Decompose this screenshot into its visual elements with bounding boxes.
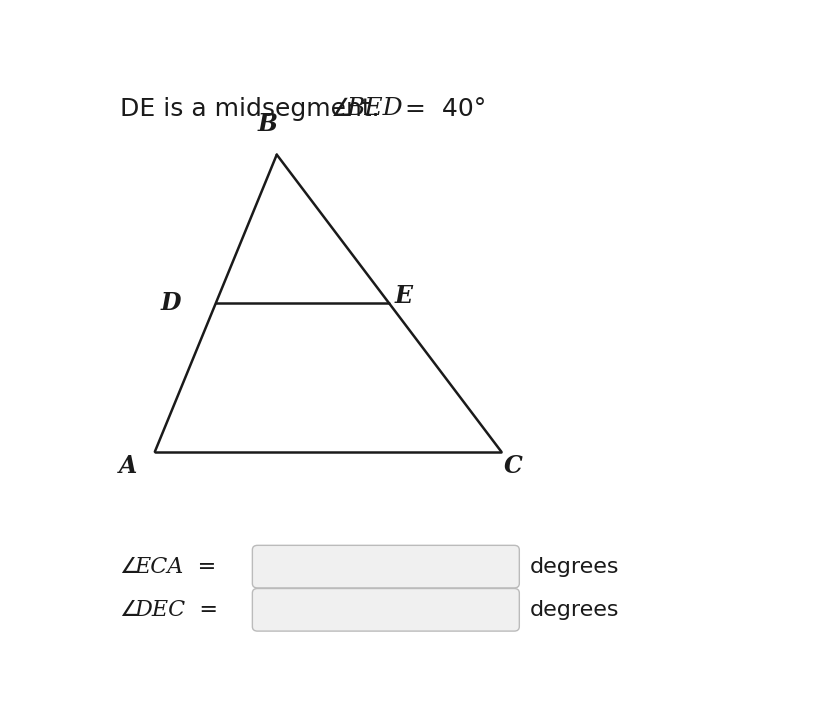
Text: ∠: ∠ [119, 600, 140, 620]
Text: E: E [394, 285, 413, 309]
Text: degrees: degrees [529, 557, 619, 577]
Text: A: A [118, 454, 137, 478]
Text: ∠: ∠ [119, 557, 140, 577]
Text: degrees: degrees [529, 600, 619, 620]
Text: B: B [257, 112, 277, 136]
Text: DEC  =: DEC = [134, 599, 218, 621]
Text: DE is a midsegment.: DE is a midsegment. [119, 97, 379, 121]
Text: =  40°: = 40° [389, 97, 485, 121]
FancyBboxPatch shape [252, 545, 519, 588]
FancyBboxPatch shape [252, 588, 519, 631]
Text: BED: BED [346, 97, 402, 120]
Text: ∠: ∠ [331, 97, 353, 121]
Text: D: D [160, 291, 181, 315]
Text: ECA  =: ECA = [134, 555, 217, 577]
Text: C: C [503, 454, 522, 478]
